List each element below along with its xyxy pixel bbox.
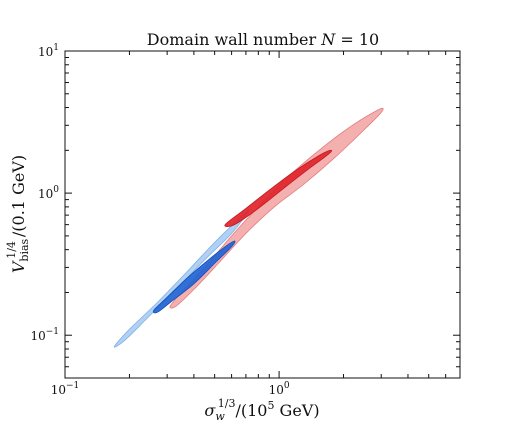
region-blue-inner: [152, 240, 236, 314]
y-tick-label: 101: [38, 43, 59, 59]
region-red-inner: [224, 149, 333, 228]
x-tick-label: 100: [269, 381, 290, 397]
x-tick-label: 10−1: [51, 381, 80, 397]
chart-title: Domain wall number N = 10: [147, 30, 379, 49]
region-blue-outer: [113, 209, 250, 348]
confidence-regions: [113, 107, 384, 348]
y-axis-label: Vbias1/4/(0.1 GeV): [5, 155, 31, 273]
y-tick-label: 10−1: [30, 327, 59, 343]
x-axis-label: σw1/3/(105 GeV): [204, 397, 319, 423]
axis-ticks: 10−1 100 10−1 100 101: [30, 43, 461, 397]
y-tick-label: 100: [38, 185, 59, 201]
region-red-outer: [169, 107, 384, 309]
plot-frame: [64, 50, 461, 379]
